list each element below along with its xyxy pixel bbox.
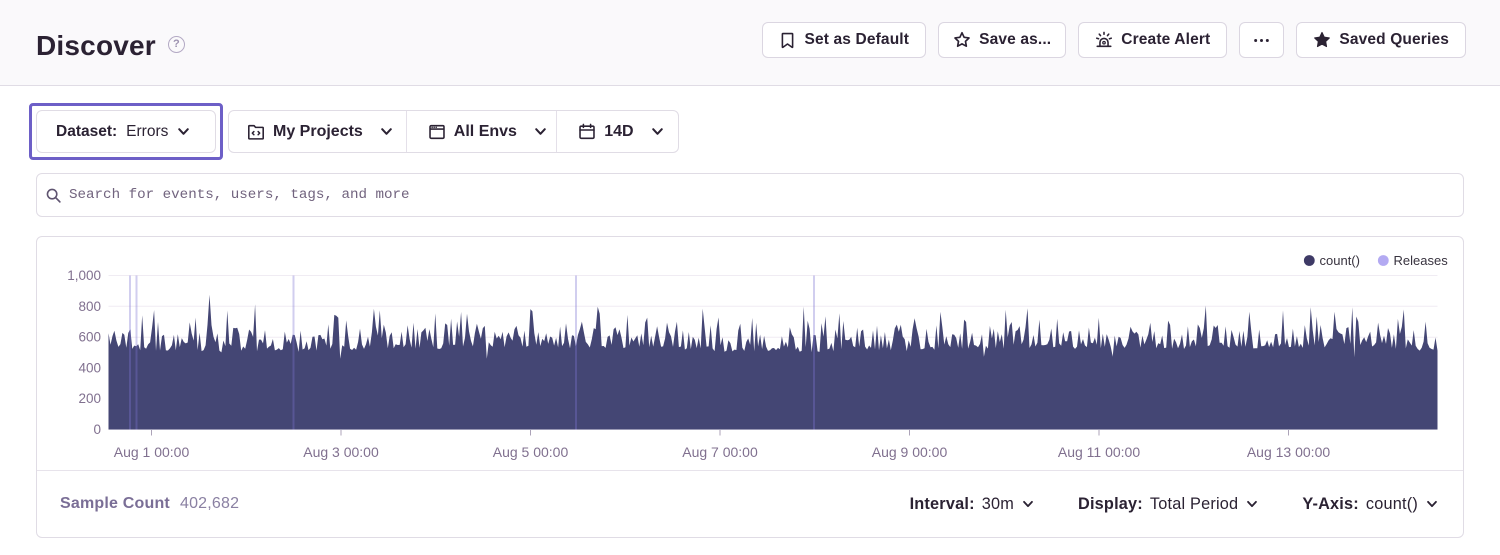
svg-text:200: 200	[78, 391, 101, 406]
svg-text:800: 800	[78, 299, 101, 314]
svg-text:Aug 5 00:00: Aug 5 00:00	[493, 444, 569, 460]
svg-text:400: 400	[78, 361, 101, 376]
svg-text:Aug 1 00:00: Aug 1 00:00	[114, 444, 190, 460]
svg-text:Aug 3 00:00: Aug 3 00:00	[303, 444, 379, 460]
svg-text:Aug 7 00:00: Aug 7 00:00	[682, 444, 758, 460]
svg-text:Aug 9 00:00: Aug 9 00:00	[872, 444, 948, 460]
svg-text:Aug 11 00:00: Aug 11 00:00	[1058, 444, 1140, 460]
svg-text:Aug 13 00:00: Aug 13 00:00	[1247, 444, 1331, 460]
svg-text:Releases: Releases	[1394, 253, 1449, 268]
svg-text:600: 600	[78, 330, 101, 345]
svg-text:1,000: 1,000	[67, 268, 101, 283]
svg-text:count(): count()	[1320, 253, 1360, 268]
svg-text:0: 0	[93, 422, 101, 437]
